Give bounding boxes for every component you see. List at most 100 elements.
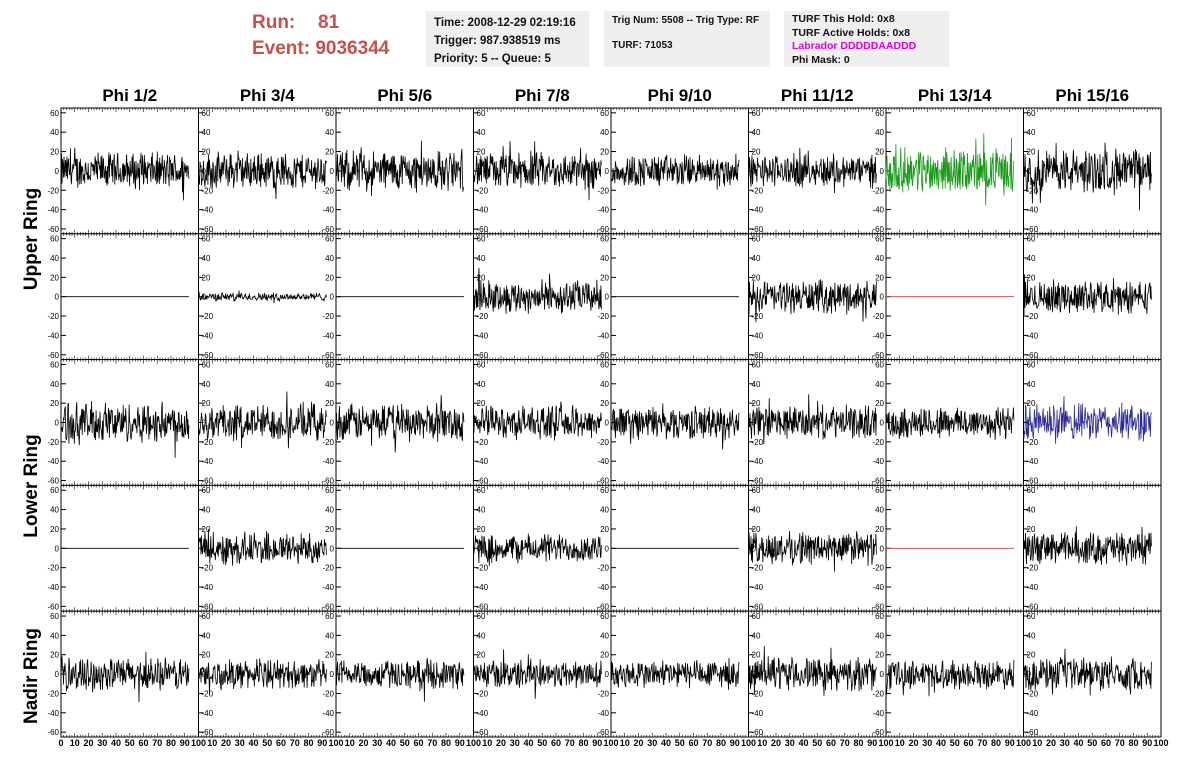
x-tick-label: 20 xyxy=(358,738,368,748)
y-tick-label: 60 xyxy=(600,360,609,369)
y-tick-label: -20 xyxy=(872,689,884,698)
y-tick-label: -40 xyxy=(1027,457,1039,466)
y-tick-label: 40 xyxy=(1027,631,1036,640)
y-tick-label: 60 xyxy=(752,612,761,621)
y-tick-label: 60 xyxy=(325,612,334,621)
turf-number-text: TURF: 71053 xyxy=(612,40,673,51)
y-tick-label: -40 xyxy=(477,206,489,215)
y-tick-label: 40 xyxy=(875,380,884,389)
waveform-trace-r3-c5 xyxy=(610,403,740,450)
y-tick-label: 20 xyxy=(752,148,761,157)
y-tick-label: -20 xyxy=(872,312,884,321)
y-tick-label: -60 xyxy=(202,477,214,486)
y-tick-label: -40 xyxy=(597,583,609,592)
y-tick-label: 20 xyxy=(875,651,884,660)
y-tick-label: -60 xyxy=(47,351,59,360)
y-tick-label: -20 xyxy=(322,689,334,698)
x-tick-label: 70 xyxy=(152,738,162,748)
y-tick-label: -60 xyxy=(1027,602,1039,611)
y-tick-label: 60 xyxy=(50,235,59,244)
y-tick-label: 60 xyxy=(477,360,486,369)
y-tick-label: 60 xyxy=(752,235,761,244)
y-tick-label: 60 xyxy=(50,360,59,369)
y-tick-label: 20 xyxy=(325,525,334,534)
y-tick-label: -20 xyxy=(202,312,214,321)
y-tick-label: -40 xyxy=(322,583,334,592)
turf-active-holds-text: TURF Active Holds: 0x8 xyxy=(792,26,911,39)
y-tick-label: 60 xyxy=(50,109,59,118)
y-tick-label: 20 xyxy=(202,651,211,660)
y-tick-label: -20 xyxy=(322,438,334,447)
y-tick-label: 20 xyxy=(477,273,486,282)
waveform-trace-r1-c2 xyxy=(198,150,327,200)
y-tick-label: -20 xyxy=(202,689,214,698)
y-tick-label: -40 xyxy=(202,457,214,466)
y-tick-label: 20 xyxy=(600,399,609,408)
x-tick-label: 10 xyxy=(482,738,492,748)
x-tick-label: 100 xyxy=(328,738,343,748)
y-tick-label: -20 xyxy=(47,438,59,447)
x-tick-label: 30 xyxy=(510,738,520,748)
y-tick-label: -40 xyxy=(1027,583,1039,592)
waveform-trace-r3-c4 xyxy=(473,401,602,441)
y-tick-label: -40 xyxy=(752,331,764,340)
x-tick-label: 90 xyxy=(1142,738,1152,748)
y-tick-label: 0 xyxy=(1027,544,1032,553)
x-tick-label: 40 xyxy=(661,738,671,748)
waveform-trace-r5-c1 xyxy=(60,651,190,703)
y-tick-label: 20 xyxy=(50,273,59,282)
y-tick-label: 20 xyxy=(600,651,609,660)
y-tick-label: 40 xyxy=(600,506,609,515)
x-tick-label: 60 xyxy=(826,738,836,748)
waveform-trace-r5-c6 xyxy=(748,645,877,696)
y-tick-label: 40 xyxy=(477,128,486,137)
y-tick-label: -40 xyxy=(202,331,214,340)
waveform-trace-r4-c6 xyxy=(748,530,877,572)
y-tick-label: -40 xyxy=(322,709,334,718)
y-tick-label: -40 xyxy=(597,457,609,466)
x-tick-label: 80 xyxy=(1128,738,1138,748)
y-tick-label: -40 xyxy=(47,709,59,718)
y-tick-label: -20 xyxy=(872,186,884,195)
y-tick-label: 20 xyxy=(477,651,486,660)
y-tick-label: -40 xyxy=(477,583,489,592)
y-tick-label: 20 xyxy=(477,525,486,534)
y-tick-label: 40 xyxy=(875,506,884,515)
y-tick-label: 60 xyxy=(325,486,334,495)
x-tick-label: 100 xyxy=(878,738,893,748)
y-tick-label: -60 xyxy=(872,225,884,234)
time-text: Time: 2008-12-29 02:19:16 xyxy=(434,17,576,29)
y-tick-label: 60 xyxy=(325,109,334,118)
waveform-trace-r1-c1 xyxy=(60,147,190,201)
y-tick-label: -40 xyxy=(752,709,764,718)
waveform-trace-r3-c7 xyxy=(885,407,1015,440)
x-tick-label: 50 xyxy=(537,738,547,748)
y-tick-label: 40 xyxy=(1027,380,1036,389)
y-tick-label: -20 xyxy=(322,312,334,321)
y-tick-label: 40 xyxy=(600,631,609,640)
y-tick-label: -40 xyxy=(477,331,489,340)
y-tick-label: 40 xyxy=(202,506,211,515)
trig-info-panel: Trig Num: 5508 -- Trig Type: RF TURF: 71… xyxy=(604,11,770,67)
y-tick-label: -20 xyxy=(477,312,489,321)
y-tick-label: 60 xyxy=(202,360,211,369)
y-tick-label: 40 xyxy=(752,128,761,137)
y-tick-label: -20 xyxy=(477,689,489,698)
x-tick-label: 70 xyxy=(977,738,987,748)
x-tick-label: 100 xyxy=(1016,738,1031,748)
waveform-trace-r2-c4 xyxy=(473,267,602,314)
x-tick-label: 60 xyxy=(963,738,973,748)
y-tick-label: 60 xyxy=(1027,612,1036,621)
y-tick-label: 60 xyxy=(875,486,884,495)
y-tick-label: 0 xyxy=(330,544,335,553)
y-tick-label: -40 xyxy=(597,206,609,215)
y-tick-label: 40 xyxy=(477,380,486,389)
y-tick-label: -40 xyxy=(47,583,59,592)
y-tick-label: -40 xyxy=(872,331,884,340)
run-value: 81 xyxy=(318,12,340,33)
y-tick-label: -60 xyxy=(477,602,489,611)
y-tick-label: -40 xyxy=(202,206,214,215)
y-tick-label: -60 xyxy=(752,728,764,737)
y-tick-label: 0 xyxy=(752,544,757,553)
x-tick-label: 50 xyxy=(1087,738,1097,748)
